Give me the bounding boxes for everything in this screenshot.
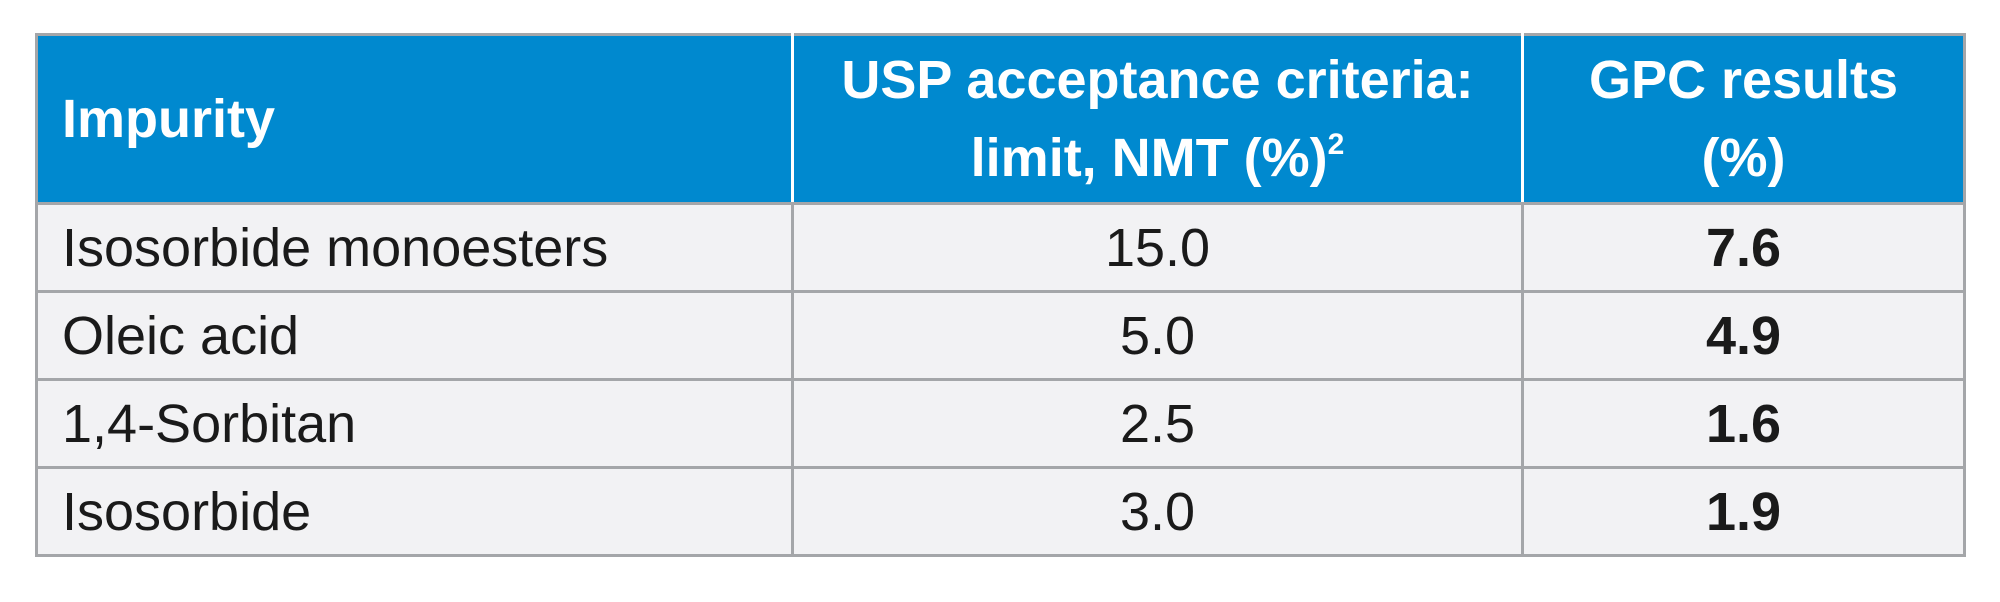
header-gpc-line1: GPC results (1588, 50, 1899, 110)
table-row: Isosorbide monoesters 15.0 7.6 (35, 202, 1966, 293)
footnote-marker: 2 (1327, 128, 1345, 161)
table-row: 1,4-Sorbitan 2.5 1.6 (35, 378, 1966, 469)
cell-result: 1.9 (1521, 466, 1966, 557)
header-usp-line2: limit, NMT (%) (970, 128, 1328, 188)
cell-limit: 5.0 (791, 290, 1524, 381)
cell-limit: 15.0 (791, 202, 1524, 293)
cell-limit: 2.5 (791, 378, 1524, 469)
cell-impurity: Isosorbide monoesters (35, 202, 794, 293)
header-impurity: Impurity (35, 33, 794, 205)
header-row: Impurity USP acceptance criteria: limit,… (35, 33, 1966, 205)
cell-impurity: Oleic acid (35, 290, 794, 381)
cell-impurity: 1,4-Sorbitan (35, 378, 794, 469)
header-gpc-results: GPC results (%) (1521, 33, 1966, 205)
table-row: Oleic acid 5.0 4.9 (35, 290, 1966, 381)
header-usp-line1: USP acceptance criteria: (841, 50, 1474, 110)
header-gpc-line2: (%) (1701, 128, 1786, 188)
impurity-table: Impurity USP acceptance criteria: limit,… (35, 33, 1966, 557)
cell-result: 4.9 (1521, 290, 1966, 381)
header-usp-criteria: USP acceptance criteria: limit, NMT (%)2 (791, 33, 1524, 205)
cell-limit: 3.0 (791, 466, 1524, 557)
cell-result: 1.6 (1521, 378, 1966, 469)
cell-impurity: Isosorbide (35, 466, 794, 557)
table-row: Isosorbide 3.0 1.9 (35, 466, 1966, 557)
cell-result: 7.6 (1521, 202, 1966, 293)
